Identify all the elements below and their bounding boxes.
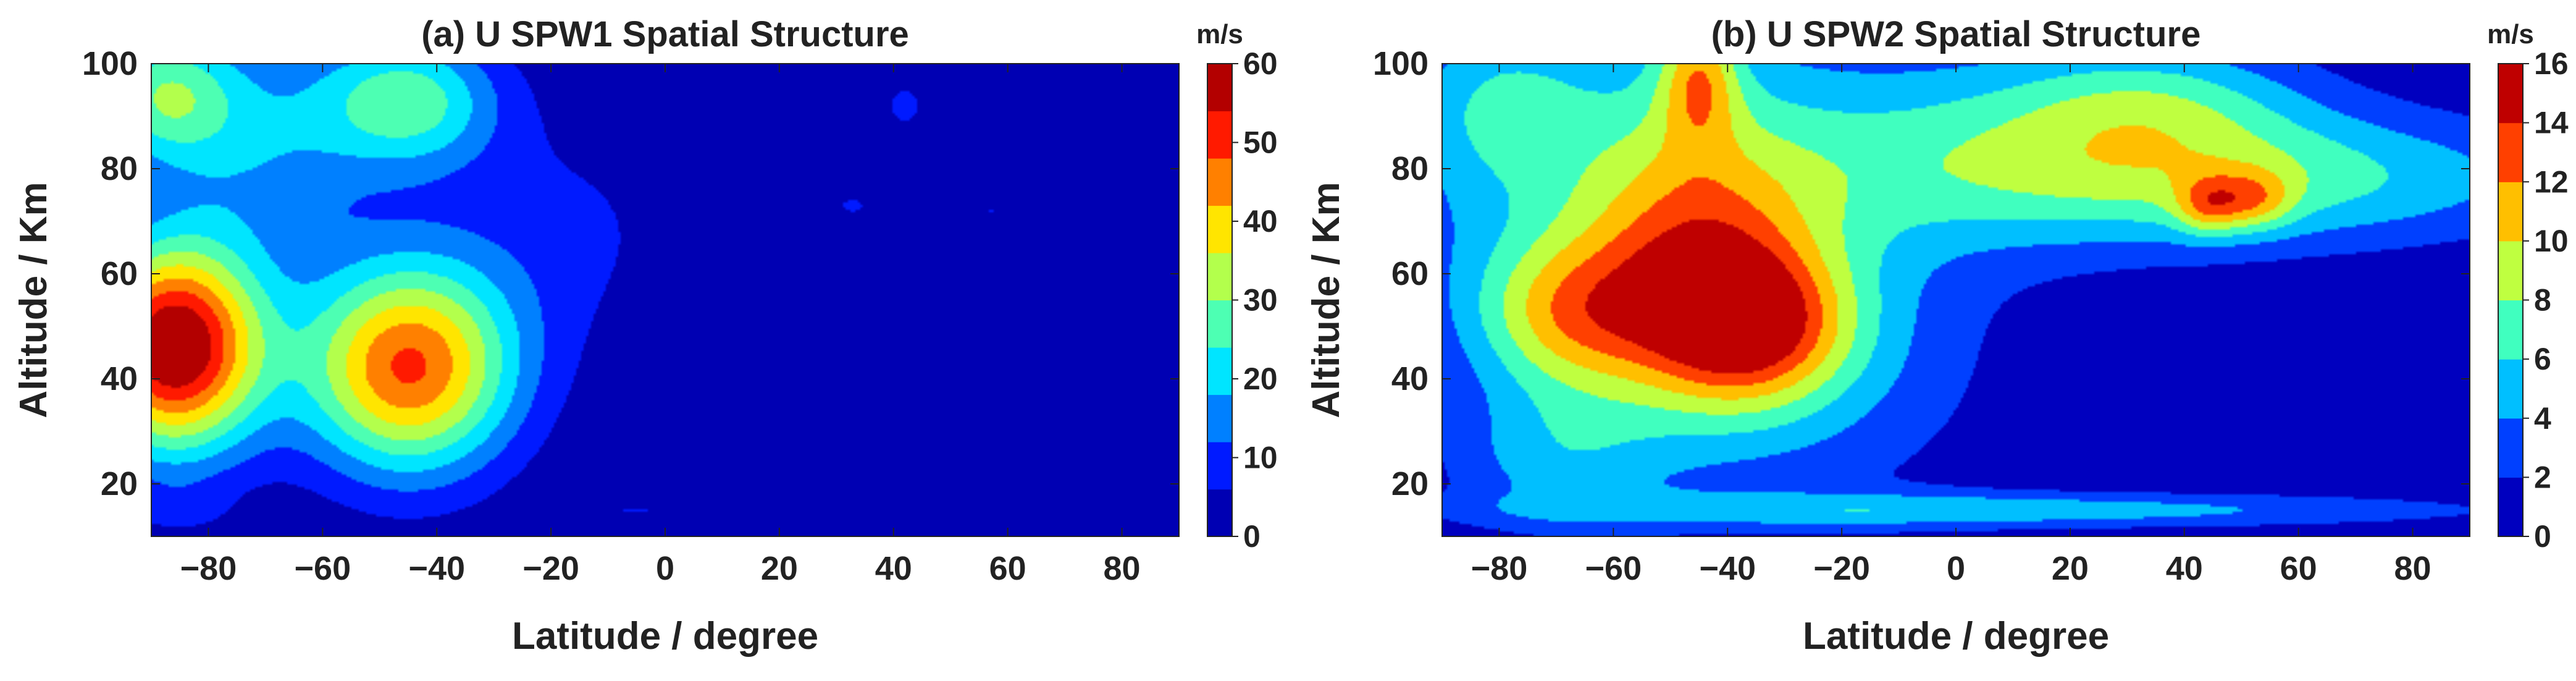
x-axis-label-0: Latitude / degree [512, 615, 818, 658]
colorbar-segment [1207, 158, 1232, 206]
colorbar-segment [2498, 122, 2523, 182]
colorbar-segment [1207, 253, 1232, 301]
colorbar-tick-label: 8 [2534, 283, 2551, 318]
colorbar-tick-label: 14 [2534, 106, 2569, 140]
y-tick-label: 60 [1391, 255, 1429, 292]
y-axis-label-0: Altitude / Km [12, 182, 55, 418]
y-tick-label: 20 [101, 465, 138, 502]
colorbar-unit-1: m/s [2487, 19, 2534, 49]
x-tick-label: −20 [522, 550, 579, 587]
y-tick-label: 40 [1391, 360, 1429, 397]
colorbar-segment [1207, 489, 1232, 537]
x-tick-label: 0 [656, 550, 674, 587]
x-tick-label: −40 [408, 550, 465, 587]
x-axis-label-1: Latitude / degree [1803, 615, 2109, 658]
chart-title-1: (b) U SPW2 Spatial Structure [1711, 14, 2201, 54]
colorbar-tick-label: 60 [1243, 46, 1278, 81]
x-tick-label: 80 [1104, 550, 1141, 587]
x-tick-label: 40 [2166, 550, 2203, 587]
chart-title-0: (a) U SPW1 Spatial Structure [421, 14, 909, 54]
colorbar-unit-0: m/s [1196, 19, 1243, 49]
colorbar-tick-label: 2 [2534, 460, 2551, 494]
x-tick-label: −80 [1471, 550, 1528, 587]
colorbar-tick-label: 40 [1243, 204, 1278, 239]
colorbar-segment [1207, 300, 1232, 348]
y-tick-label: 80 [101, 150, 138, 187]
colorbar-segment [2498, 240, 2523, 301]
x-tick-label: 0 [1947, 550, 1965, 587]
colorbar-tick-label: 16 [2534, 46, 2569, 81]
colorbar-segment [1207, 64, 1232, 112]
colorbar-segment [2498, 359, 2523, 419]
colorbar-segment [2498, 182, 2523, 242]
x-tick-label: 60 [2280, 550, 2317, 587]
colorbar-segment [1207, 111, 1232, 159]
colorbar-segment [1207, 205, 1232, 253]
y-tick-label: 60 [101, 255, 138, 292]
y-tick-label: 100 [82, 45, 138, 82]
x-tick-label: 20 [2052, 550, 2089, 587]
y-tick-label: 100 [1373, 45, 1429, 82]
x-tick-label: 20 [761, 550, 798, 587]
colorbar-segment [1207, 394, 1232, 442]
x-tick-label: −80 [180, 550, 237, 587]
y-tick-label: 40 [101, 360, 138, 397]
colorbar-segment [2498, 300, 2523, 360]
y-tick-label: 80 [1391, 150, 1429, 187]
colorbar-segment [2498, 418, 2523, 478]
x-tick-label: 40 [875, 550, 912, 587]
colorbar-tick-label: 10 [2534, 224, 2569, 258]
colorbar-tick-label: 50 [1243, 125, 1278, 160]
colorbar-tick-label: 10 [1243, 441, 1278, 475]
colorbar-tick-label: 20 [1243, 362, 1278, 396]
x-tick-label: 80 [2394, 550, 2431, 587]
y-axis-label-1: Altitude / Km [1305, 182, 1348, 418]
x-tick-label: −40 [1699, 550, 1756, 587]
colorbar-segment [2498, 64, 2523, 124]
colorbar-segment [2498, 477, 2523, 537]
colorbar-tick-label: 6 [2534, 342, 2551, 376]
y-tick-label: 20 [1391, 465, 1429, 502]
colorbar-segment [1207, 347, 1232, 395]
colorbar-tick-label: 30 [1243, 283, 1278, 318]
x-tick-label: 60 [989, 550, 1026, 587]
colorbar-tick-label: 4 [2534, 401, 2551, 436]
colorbar-tick-label: 0 [1243, 519, 1261, 554]
x-tick-label: −20 [1813, 550, 1870, 587]
contour-field-1 [1442, 64, 2470, 536]
x-tick-label: −60 [295, 550, 351, 587]
colorbar-tick-label: 12 [2534, 164, 2569, 199]
colorbar-tick-label: 0 [2534, 519, 2551, 554]
x-tick-label: −60 [1585, 550, 1642, 587]
colorbar-segment [1207, 442, 1232, 490]
contour-field-0 [151, 64, 1179, 536]
